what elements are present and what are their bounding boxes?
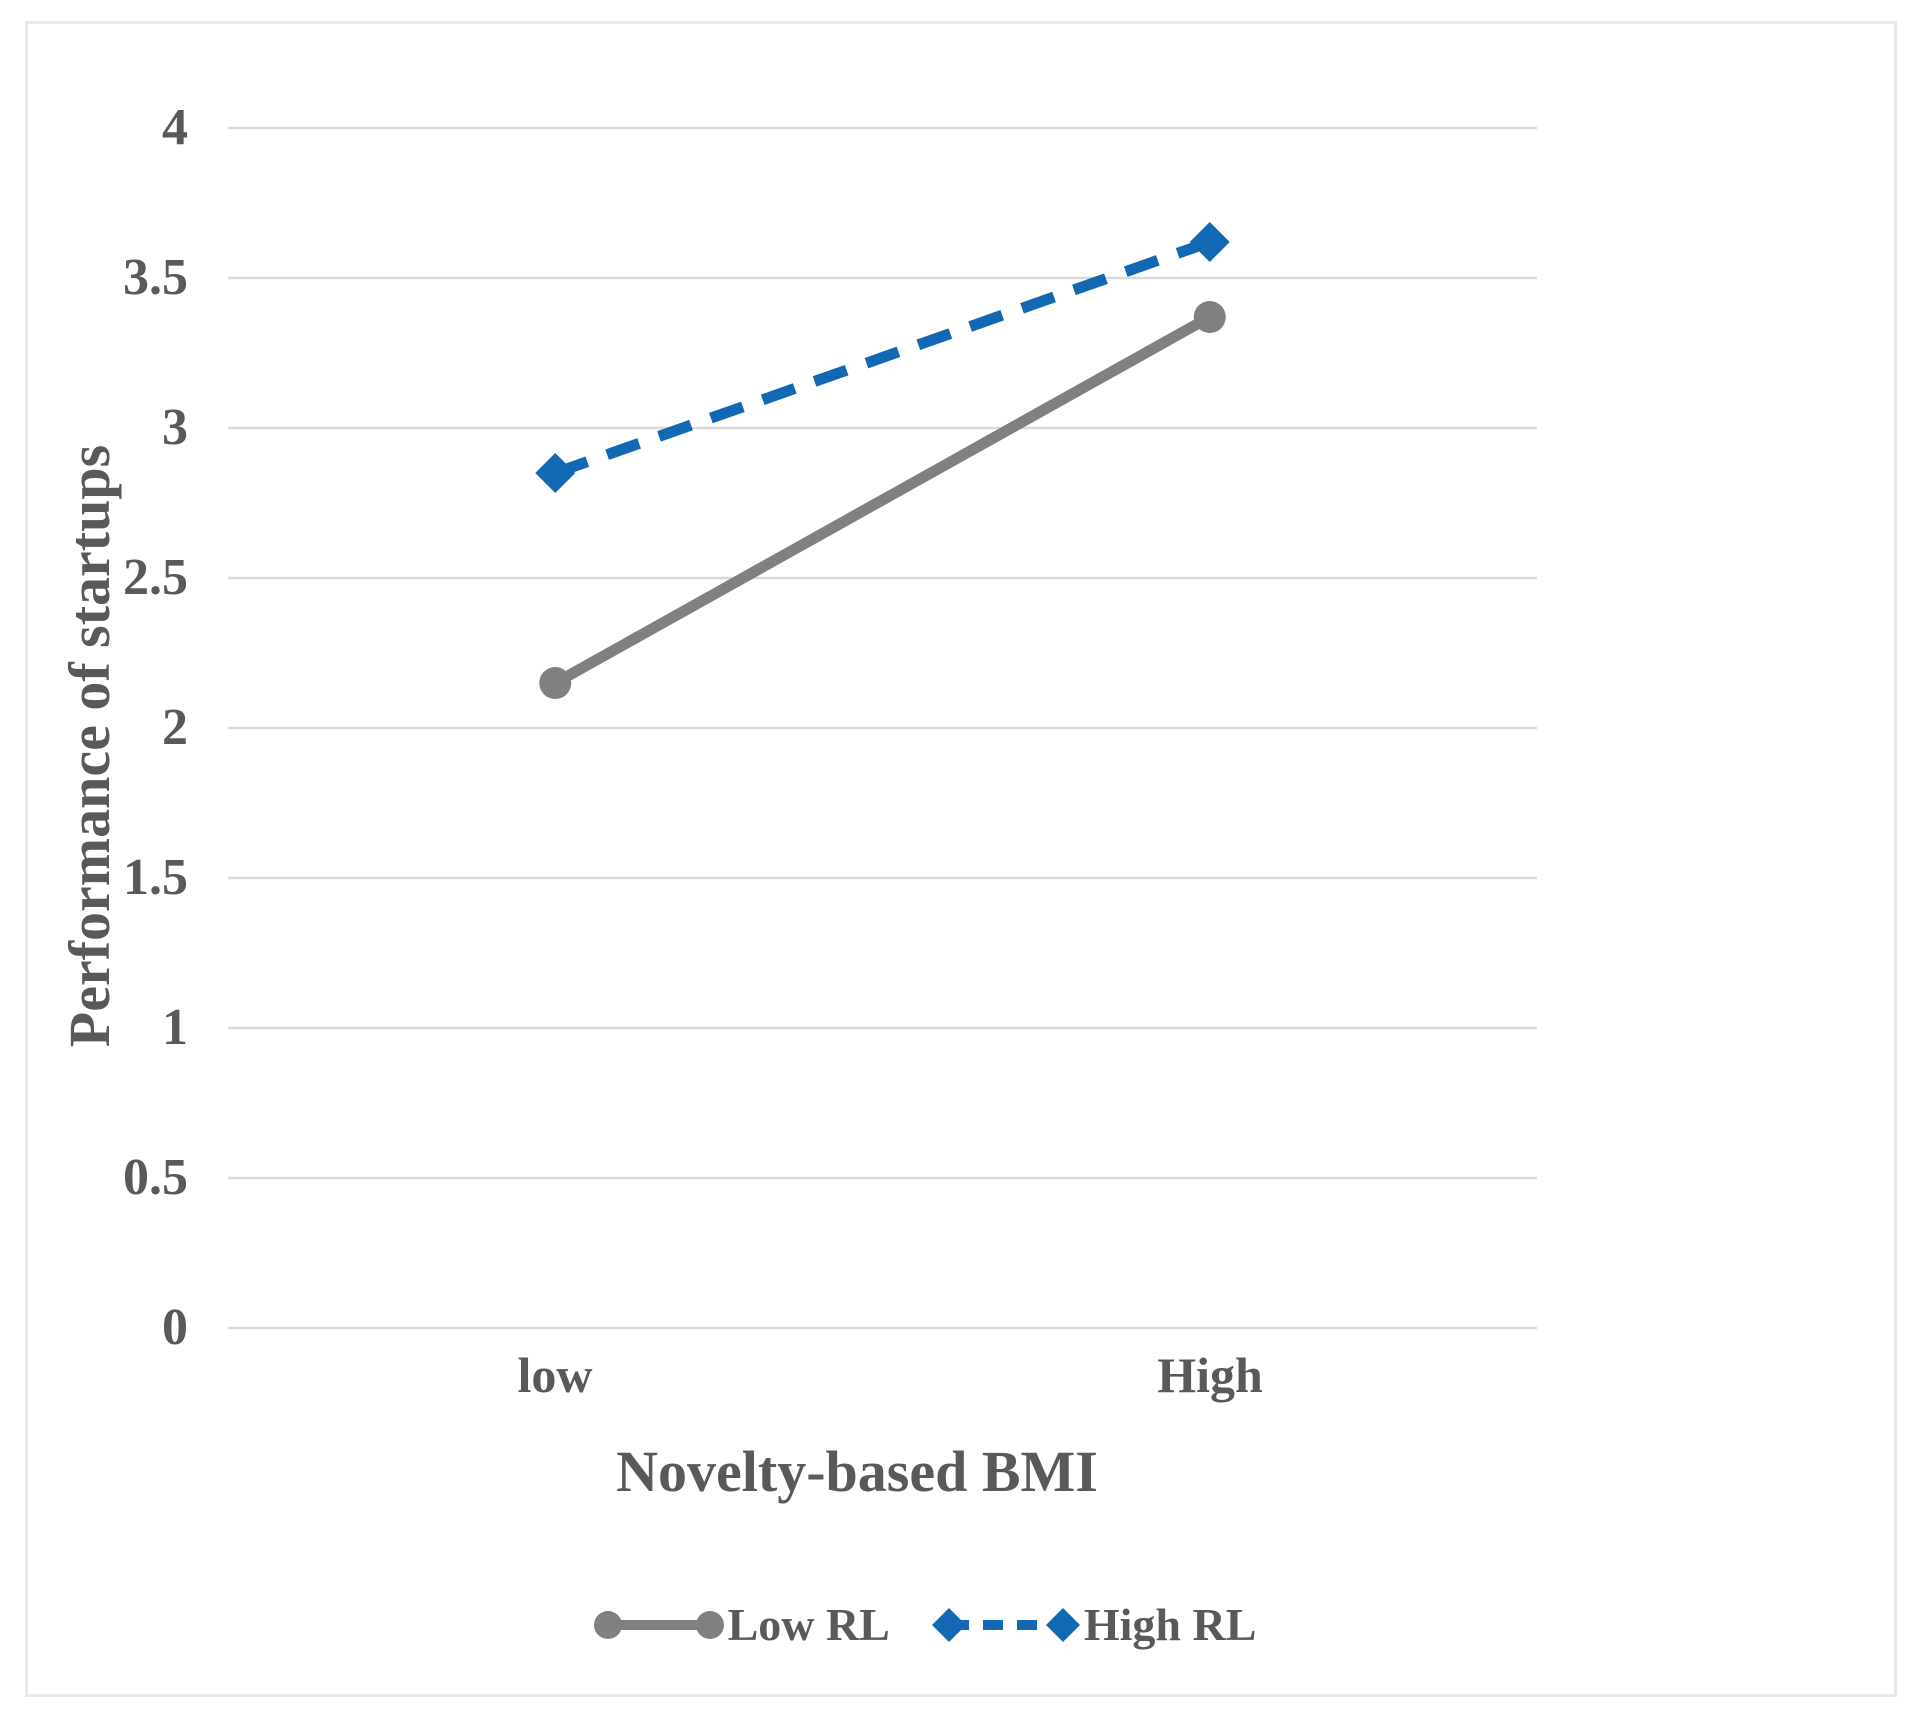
data-point-high-rl <box>535 453 576 493</box>
series-line-high-rl <box>553 236 1212 479</box>
data-point-low-rl <box>1193 301 1226 333</box>
x-axis-title: Novelty-based BMI <box>616 1439 1098 1504</box>
y-tick-label: 3.5 <box>123 249 188 306</box>
y-tick-label: 2 <box>162 699 188 756</box>
legend: Low RL High RL <box>0 1592 1848 1658</box>
legend-endpoint-low-rl <box>593 1611 622 1639</box>
legend-item-low-rl: Low RL <box>592 1592 890 1658</box>
legend-endpoint-high-rl <box>1045 1608 1080 1642</box>
y-tick-label: 1 <box>162 999 188 1056</box>
legend-endpoint-high-rl <box>931 1608 966 1642</box>
y-tick-label: 0.5 <box>123 1149 188 1206</box>
legend-marker-high-rl-dashed-icon <box>931 1608 1080 1642</box>
chart-border-frame <box>25 21 1897 1697</box>
legend-label-low-rl: Low RL <box>727 1599 890 1650</box>
y-tick-label: 1.5 <box>123 849 188 906</box>
legend-marker-low-rl-line-icon <box>593 1611 724 1639</box>
y-tick-label: 4 <box>162 99 188 156</box>
data-point-high-rl <box>1189 222 1230 262</box>
legend-label-high-rl: High RL <box>1083 1599 1257 1650</box>
legend-item-high-rl: High RL <box>930 1592 1257 1658</box>
y-axis-title: Performance of startups <box>57 444 122 1048</box>
x-category-label-low: low <box>517 1347 593 1403</box>
y-tick-label: 3 <box>162 399 188 456</box>
series-line-low-rl <box>552 312 1213 688</box>
legend-endpoint-low-rl <box>695 1611 724 1639</box>
y-tick-label: 0 <box>162 1299 188 1356</box>
data-point-low-rl <box>539 667 572 699</box>
x-category-label-high: High <box>1157 1347 1263 1403</box>
y-tick-label: 2.5 <box>123 549 188 606</box>
